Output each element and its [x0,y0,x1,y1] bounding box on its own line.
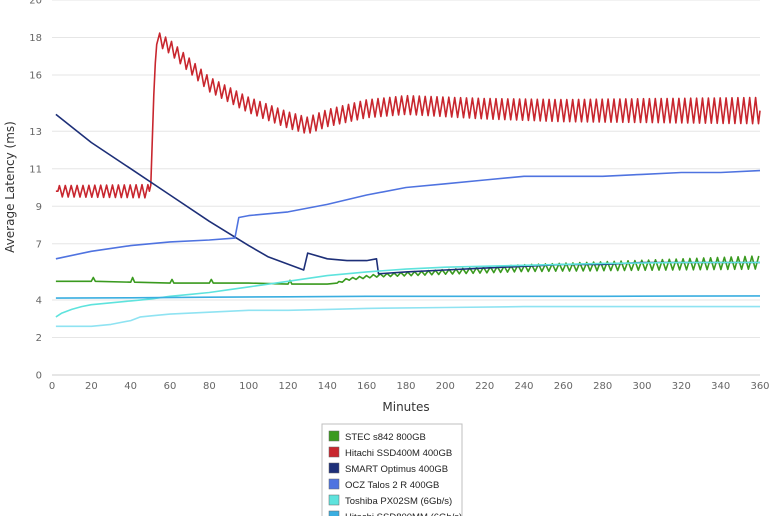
legend-swatch [328,462,340,474]
x-tick-label: 240 [514,381,533,392]
legend-box [321,423,463,516]
series-line-1 [55,32,761,199]
legend-swatch [328,446,340,458]
y-tick-label: 16 [29,71,42,82]
x-tick-label: 220 [475,381,494,392]
x-tick-label: 80 [203,381,216,392]
x-tick-label: 200 [436,381,455,392]
x-tick-label: 340 [711,381,730,392]
legend-label: OCZ Talos 2 R 400GB [345,480,439,491]
y-tick-label: 13 [29,127,42,138]
series-line-3 [55,169,761,260]
gridlines [52,0,760,376]
legend-swatch [328,430,340,442]
legend-label: Hitachi SSD800MM (6Gb/s) [345,512,462,516]
x-tick-label: 140 [318,381,337,392]
y-axis-title: Average Latency (ms) [3,121,17,253]
x-tick-label: 260 [554,381,573,392]
y-axis-ticks: 0 2 4 7 9 11 13 16 18 20 [29,0,42,382]
x-axis-title: Minutes [382,400,429,414]
x-tick-label: 360 [750,381,769,392]
x-tick-label: 100 [239,381,258,392]
y-tick-label: 7 [36,239,42,250]
series-line-5 [55,295,761,299]
x-tick-label: 280 [593,381,612,392]
x-tick-label: 0 [49,381,55,392]
y-tick-label: 18 [29,33,42,44]
x-tick-label: 40 [124,381,137,392]
series-line-6 [55,305,760,328]
y-tick-label: 9 [36,202,42,213]
x-axis-ticks: 0 20 40 60 80 100 120 140 160 180 200 220 240 260 280 3… [49,381,770,392]
y-tick-label: 20 [29,0,42,7]
series-lines [55,32,761,328]
legend-swatch [328,478,340,490]
x-tick-label: 120 [278,381,297,392]
series-line-0 [55,255,760,285]
y-tick-label: 4 [36,296,42,307]
x-tick-label: 320 [672,381,691,392]
x-tick-label: 160 [357,381,376,392]
y-tick-label: 11 [29,164,42,175]
legend-swatch [328,510,340,516]
legend-label: Hitachi SSD400M 400GB [345,448,452,459]
y-tick-label: 0 [36,371,42,382]
series-line-2 [55,113,760,275]
legend-label: SMART Optimus 400GB [345,464,448,475]
x-tick-label: 300 [632,381,651,392]
x-tick-label: 20 [85,381,98,392]
x-tick-label: 60 [164,381,177,392]
legend-swatch [328,494,340,506]
x-tick-label: 180 [396,381,415,392]
legend: STEC s842 800GB Hitachi SSD400M 400GB SMAR… [321,423,463,516]
series-line-4 [55,261,760,318]
legend-label: Toshiba PX02SM (6Gb/s) [345,496,452,507]
y-tick-label: 2 [36,333,42,344]
legend-label: STEC s842 800GB [345,432,426,443]
